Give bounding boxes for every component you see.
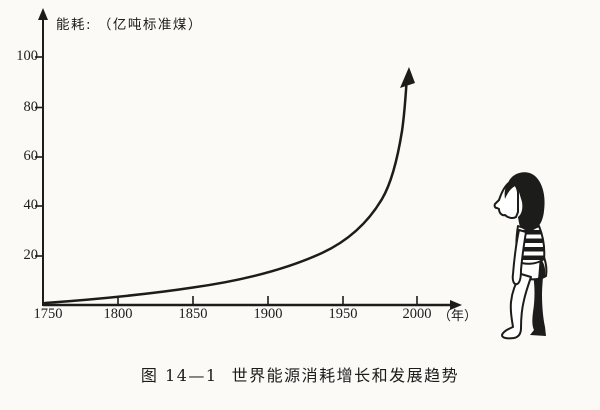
child-shirt-stripes xyxy=(516,230,545,260)
curve-arrow-icon xyxy=(400,67,415,88)
child-shorts-shadow xyxy=(538,258,546,279)
y-tick-label-40: 40 xyxy=(23,197,39,213)
child-arm xyxy=(511,229,527,286)
energy-curve xyxy=(43,67,415,305)
x-tick-label-1900: 1900 xyxy=(253,306,283,322)
child-figure xyxy=(493,172,548,340)
y-tick-label-60: 60 xyxy=(23,148,39,164)
child-rear-leg xyxy=(530,274,546,336)
y-axis-arrow-icon xyxy=(38,8,48,20)
child-face xyxy=(493,181,519,220)
y-tick-label-80: 80 xyxy=(23,99,39,115)
x-tick-label-1850: 1850 xyxy=(178,306,208,322)
y-axis-title: 能耗: （亿吨标准煤） xyxy=(56,17,203,33)
y-tick-label-100: 100 xyxy=(16,48,38,64)
curve-path xyxy=(43,84,408,305)
y-tick-label-20: 20 xyxy=(23,247,39,263)
figure-caption: 图 14—1 世界能源消耗增长和发展趋势 xyxy=(0,362,600,386)
figure-number: 图 14—1 xyxy=(140,366,218,385)
x-tick-marks xyxy=(117,296,418,304)
x-axis-arrow-icon xyxy=(450,300,462,310)
figure-title: 世界能源消耗增长和发展趋势 xyxy=(231,366,460,385)
x-tick-label-2000: 2000 xyxy=(402,306,432,322)
child-hair-bang xyxy=(504,183,515,199)
child-hair xyxy=(508,172,545,231)
axes xyxy=(35,15,453,307)
x-tick-label-1800: 1800 xyxy=(103,306,133,322)
x-tick-label-1750: 1750 xyxy=(33,306,63,322)
child-front-leg xyxy=(501,273,532,340)
x-axis-unit-label: （年） xyxy=(438,309,478,324)
y-tick-marks xyxy=(35,56,42,257)
x-tick-label-1950: 1950 xyxy=(328,306,358,322)
